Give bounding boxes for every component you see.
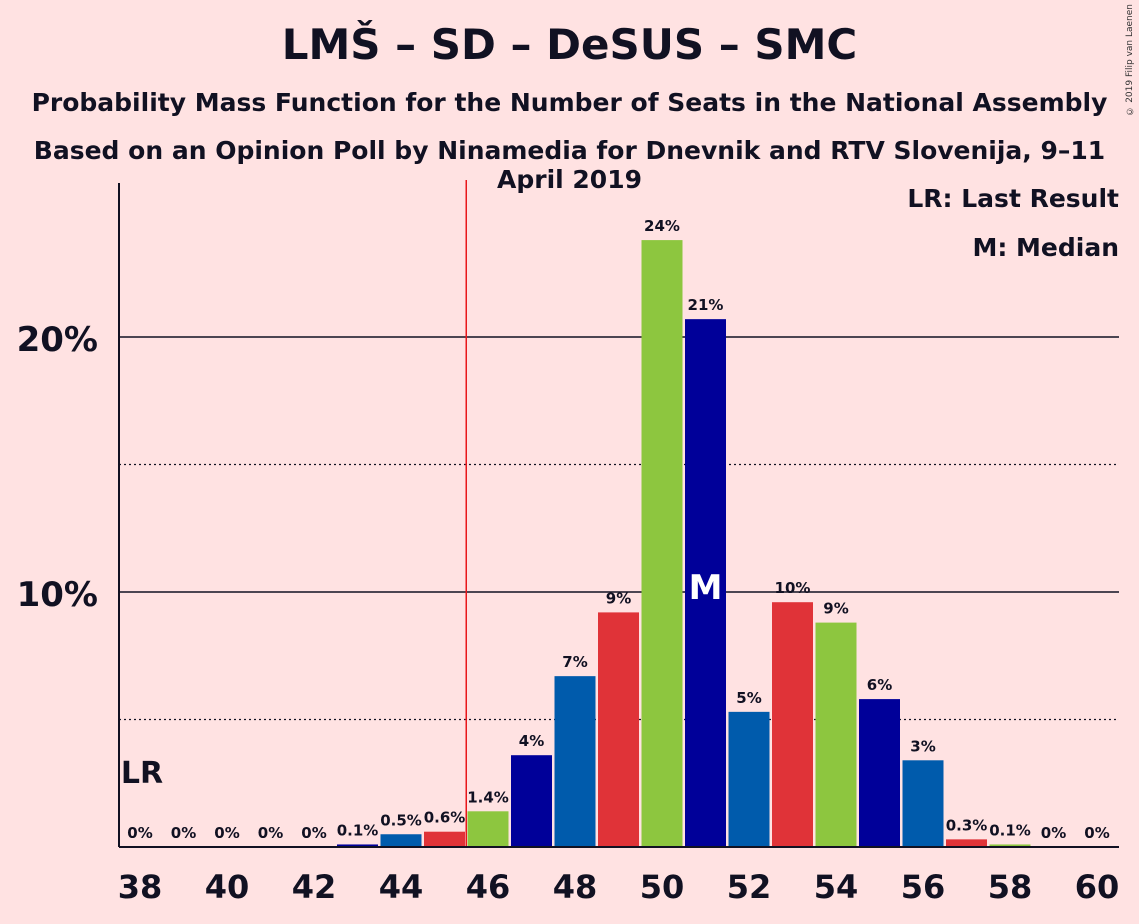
x-tick-label: 38	[118, 868, 163, 906]
chart-subtitle: Probability Mass Function for the Number…	[31, 88, 1108, 117]
bar-seat-43	[337, 844, 378, 847]
x-tick-label: 44	[379, 868, 424, 906]
bar-seat-58	[989, 844, 1031, 847]
x-tick-label: 58	[988, 868, 1033, 906]
bar-value-label: 5%	[736, 689, 761, 707]
bar-value-label: 0%	[301, 824, 326, 842]
bar-value-label: 0%	[258, 824, 283, 842]
bar-value-label: 4%	[519, 732, 544, 750]
bar-seat-45	[424, 831, 465, 847]
last-result-marker: LR	[121, 756, 163, 791]
x-tick-label: 50	[640, 868, 685, 906]
bar-value-label: 3%	[910, 737, 935, 755]
bar-value-label: 0.1%	[337, 821, 379, 839]
x-tick-label: 56	[901, 868, 946, 906]
bar-value-label: 21%	[688, 296, 724, 314]
bar-value-label: 1.4%	[467, 788, 509, 806]
bar-seat-55	[859, 699, 900, 847]
bar-value-label: 0.1%	[989, 821, 1031, 839]
y-tick-label: 10%	[17, 575, 98, 615]
bar-seat-57	[946, 839, 987, 847]
bar-seat-53	[772, 602, 813, 847]
bar-seat-47	[511, 755, 552, 847]
legend-last-result: LR: Last Result	[907, 184, 1119, 213]
legend-median: M: Median	[972, 233, 1119, 262]
bar-value-label: 0.6%	[424, 809, 466, 827]
x-tick-label: 46	[466, 868, 511, 906]
x-tick-label: 60	[1075, 868, 1120, 906]
bar-value-label: 0%	[127, 824, 152, 842]
x-tick-label: 40	[205, 868, 250, 906]
x-tick-label: 48	[553, 868, 598, 906]
bar-value-label: 0%	[171, 824, 196, 842]
bar-value-label: 0%	[214, 824, 239, 842]
bar-value-label: 10%	[775, 579, 811, 597]
bar-seat-50	[641, 240, 683, 848]
median-marker: M	[689, 568, 723, 608]
bar-seat-52	[728, 711, 770, 847]
chart-title: LMŠ – SD – DeSUS – SMC	[281, 20, 858, 69]
bar-value-label: 6%	[867, 676, 892, 694]
y-tick-label: 20%	[17, 320, 98, 360]
bar-seat-48	[554, 676, 596, 847]
bar-seat-44	[380, 834, 422, 847]
chart-source-subtitle: Based on an Opinion Poll by Ninamedia fo…	[33, 136, 1106, 194]
bar-value-label: 7%	[562, 653, 587, 671]
bar-seat-56	[902, 760, 944, 847]
bar-seat-54	[815, 622, 857, 847]
bar-value-label: 0%	[1041, 824, 1066, 842]
x-tick-label: 42	[292, 868, 337, 906]
bar-seat-51	[685, 319, 726, 847]
bar-value-label: 0.5%	[380, 811, 422, 829]
bar-value-label: 9%	[823, 600, 848, 618]
bar-value-label: 0.3%	[946, 816, 988, 834]
x-tick-label: 52	[727, 868, 772, 906]
bar-value-label: 9%	[606, 589, 631, 607]
bar-value-label: 24%	[644, 217, 680, 235]
bar-seat-46	[467, 811, 509, 847]
bar-seat-49	[598, 612, 639, 847]
x-tick-label: 54	[814, 868, 859, 906]
bar-value-label: 0%	[1084, 824, 1109, 842]
